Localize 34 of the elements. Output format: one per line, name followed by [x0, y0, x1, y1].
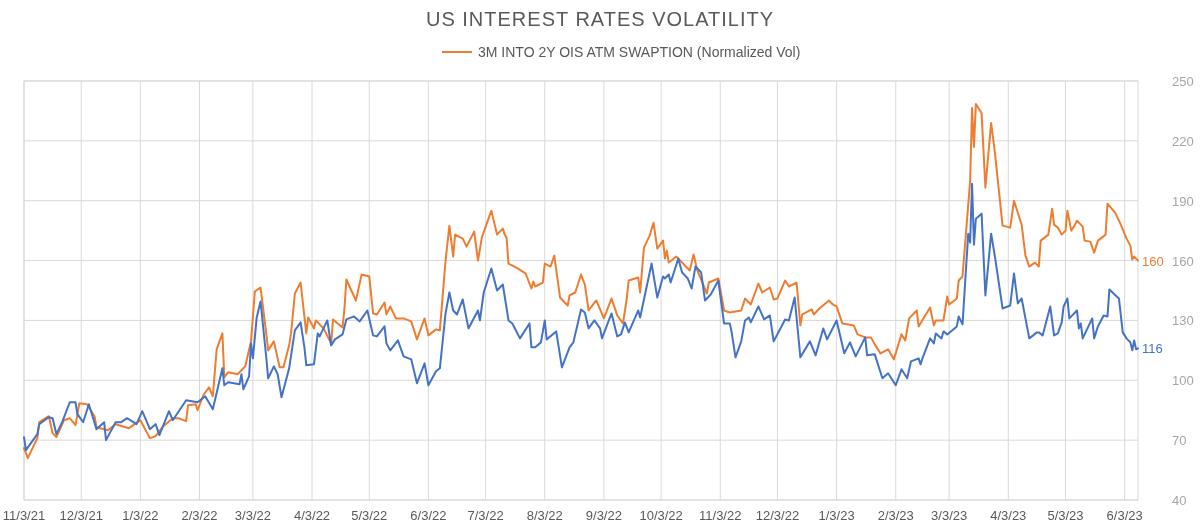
x-tick-label: 4/3/22 — [293, 508, 331, 523]
x-tick-label: 6/3/23 — [1106, 508, 1143, 523]
x-tick-label: 6/3/22 — [410, 508, 447, 523]
line-series — [23, 102, 1139, 460]
x-tick-label: 1/3/22 — [122, 508, 159, 523]
x-tick-label: 8/3/22 — [526, 508, 563, 523]
y-tick-label: 70 — [1172, 433, 1187, 449]
x-tick-label: 4/3/23 — [990, 508, 1027, 523]
x-tick-label: 3/3/23 — [931, 508, 968, 523]
y-tick-label: 190 — [1172, 193, 1194, 209]
x-tick-label: 2/3/23 — [877, 508, 914, 523]
x-tick-label: 9/3/22 — [585, 508, 622, 523]
x-tick-label: 3/3/22 — [234, 508, 271, 523]
x-tick-label: 5/3/23 — [1047, 508, 1084, 523]
x-tick-label: 12/3/22 — [755, 508, 800, 523]
x-tick-label: 7/3/22 — [467, 508, 504, 523]
legend-label: 3M INTO 2Y OIS ATM SWAPTION (Normalized Vol) — [478, 44, 801, 60]
annotation: 160 — [1142, 253, 1164, 269]
line-series — [23, 182, 1139, 452]
x-tick-label: 10/3/22 — [639, 508, 683, 523]
x-tick-label: 1/3/23 — [818, 508, 855, 523]
y-tick-label: 130 — [1172, 313, 1194, 329]
y-tick-label: 40 — [1172, 493, 1187, 508]
y-tick-label: 160 — [1172, 253, 1194, 269]
x-tick-label: 5/3/22 — [351, 508, 388, 523]
annotation: 116 — [1142, 341, 1163, 357]
x-tick-label: 11/3/22 — [699, 508, 742, 523]
x-tick-label: 2/3/22 — [181, 508, 218, 523]
y-tick-label: 250 — [1172, 74, 1194, 89]
y-tick-label: 100 — [1172, 373, 1194, 389]
x-tick-label: 11/3/21 — [2, 508, 46, 523]
chart-title: US INTEREST RATES VOLATILITY — [425, 8, 775, 30]
y-tick-label: 220 — [1172, 133, 1194, 149]
x-tick-label: 12/3/21 — [59, 508, 103, 523]
